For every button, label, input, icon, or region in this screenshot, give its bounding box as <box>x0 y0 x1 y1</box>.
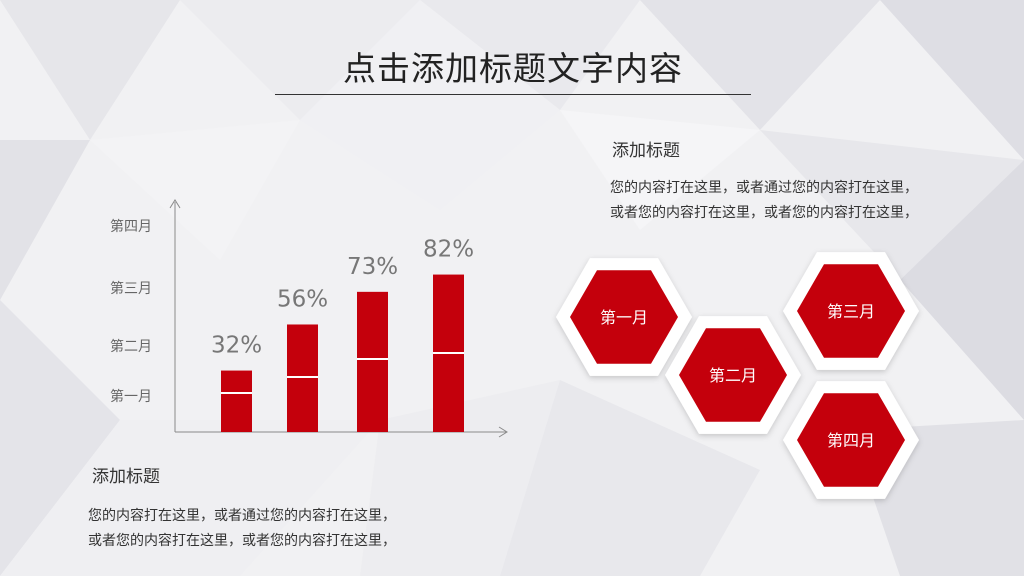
value-label: 82% <box>423 237 474 263</box>
left-block-line: 您的内容打在这里，或者通过您的内容打在这里， <box>88 508 396 524</box>
hexagon-label: 第二月 <box>709 366 757 385</box>
hexagon-label: 第一月 <box>600 308 648 327</box>
value-label: 32% <box>211 333 262 359</box>
bar <box>287 324 318 432</box>
y-tick-label: 第一月 <box>110 388 152 405</box>
slide-title: 点击添加标题文字内容 <box>343 49 683 88</box>
y-tick-label: 第四月 <box>110 218 152 235</box>
bar-chart: 第一月 第二月 第三月 第四月 32% 56% 73% 82% <box>110 199 508 438</box>
right-block-text: 您的内容打在这里，或者通过您的内容打在这里， 或者您的内容打在这里，或者您的内容… <box>610 176 918 226</box>
month-hexagon: 第一月 <box>556 258 692 376</box>
month-hexagon: 第二月 <box>665 316 801 434</box>
left-block-text: 您的内容打在这里，或者通过您的内容打在这里， 或者您的内容打在这里，或者您的内容… <box>88 504 396 554</box>
right-block-heading: 添加标题 <box>612 141 680 161</box>
right-block-line: 您的内容打在这里，或者通过您的内容打在这里， <box>610 180 918 196</box>
left-block-heading: 添加标题 <box>92 467 160 487</box>
value-label: 56% <box>277 286 328 312</box>
y-tick-label: 第二月 <box>110 338 152 355</box>
x-axis-arrow-icon <box>498 426 508 438</box>
bar <box>357 291 388 432</box>
value-label: 73% <box>347 254 398 280</box>
y-axis-arrow-icon <box>169 199 181 209</box>
hexagon-fill <box>679 328 787 422</box>
hexagon-fill <box>570 270 678 364</box>
month-hexagon: 第三月 <box>783 252 919 370</box>
hexagon-fill <box>797 393 905 487</box>
hexagon-fill <box>797 264 905 358</box>
bar <box>221 370 252 432</box>
hexagon-label: 第四月 <box>827 431 875 450</box>
hexagon-label: 第三月 <box>827 302 875 321</box>
left-block-line: 或者您的内容打在这里，或者您的内容打在这里， <box>88 533 396 549</box>
right-block-line: 或者您的内容打在这里，或者您的内容打在这里， <box>610 205 918 221</box>
month-hexagon: 第四月 <box>783 381 919 499</box>
y-tick-label: 第三月 <box>110 280 152 297</box>
title-underline <box>275 94 751 95</box>
